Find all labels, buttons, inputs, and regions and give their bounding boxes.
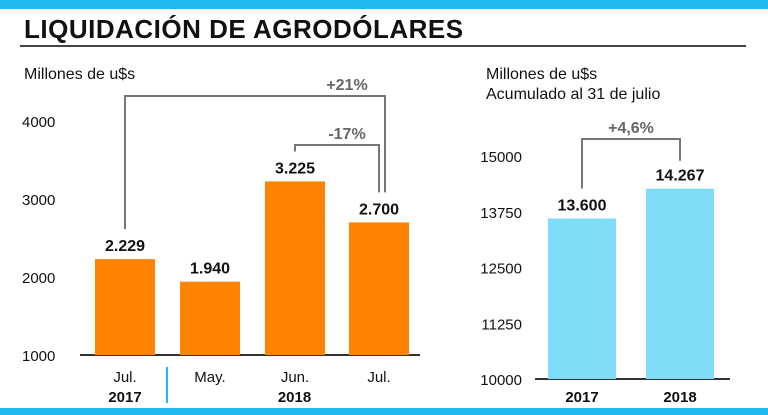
category-label: 2018 — [663, 389, 696, 406]
bar — [349, 222, 409, 355]
y-tick-label: 1000 — [22, 348, 55, 365]
data-label: 2.700 — [359, 201, 399, 218]
change-annotation: -17% — [328, 126, 365, 143]
bracket-line — [581, 138, 681, 189]
bottom-accent-bar — [0, 408, 768, 415]
top-accent-bar — [0, 0, 768, 9]
left-unit-label: Millones de u$s — [24, 66, 136, 83]
bar — [180, 281, 240, 355]
data-label: 2.229 — [105, 238, 145, 255]
right-unit-label: Millones de u$s — [486, 66, 598, 83]
y-tick-label: 2000 — [22, 270, 55, 287]
y-tick-label: 4000 — [22, 114, 55, 131]
bar — [646, 188, 714, 379]
y-tick-label: 15000 — [480, 149, 522, 166]
bar — [548, 218, 616, 379]
category-label: 2017 — [565, 389, 598, 406]
category-label: Jul. — [367, 369, 390, 386]
category-label: May. — [194, 369, 225, 386]
y-tick-label: 13750 — [480, 205, 522, 222]
data-label: 3.225 — [275, 160, 315, 177]
y-tick-label: 3000 — [22, 192, 55, 209]
y-tick-label: 11250 — [481, 316, 522, 333]
data-label: 14.267 — [656, 168, 705, 185]
data-label: 1.940 — [190, 261, 230, 278]
change-annotation: +21% — [326, 77, 367, 94]
data-label: 13.600 — [558, 197, 607, 214]
bracket-line — [124, 95, 386, 230]
category-label: Jul. — [113, 369, 136, 386]
year-label: 2017 — [108, 389, 141, 406]
y-tick-label: 12500 — [480, 261, 522, 278]
bar — [95, 259, 155, 355]
right-subtitle: Acumulado al 31 de julio — [486, 86, 661, 103]
y-tick-label: 10000 — [480, 372, 522, 389]
bracket-line — [294, 144, 380, 193]
chart-title: LIQUIDACIÓN DE AGRODÓLARES — [24, 14, 464, 44]
change-annotation: +4,6% — [608, 120, 654, 137]
year-label: 2018 — [278, 389, 311, 406]
bar — [265, 181, 325, 355]
category-label: Jun. — [281, 369, 309, 386]
title-divider — [20, 45, 746, 47]
